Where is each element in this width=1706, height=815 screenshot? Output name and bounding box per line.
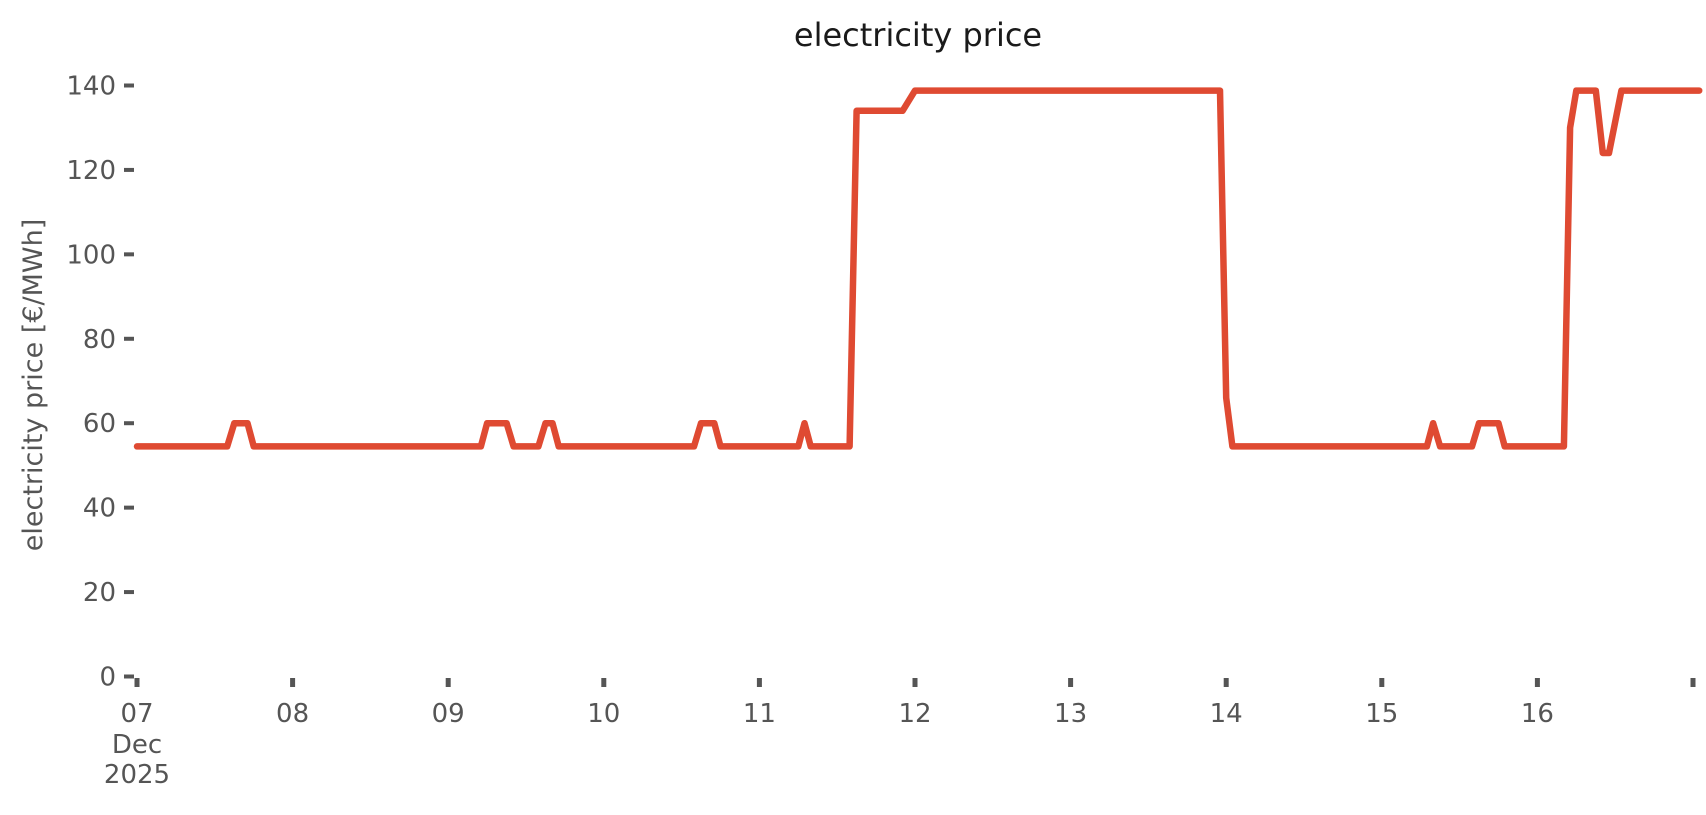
x-tick-label: 09 <box>432 699 465 729</box>
x-tick-label: 07 <box>120 699 153 729</box>
x-tick-label: 10 <box>587 699 620 729</box>
chart-title: electricity price <box>794 16 1042 54</box>
y-tick-label: 120 <box>66 156 116 186</box>
y-tick-label: 100 <box>66 240 116 270</box>
y-tick-label: 60 <box>83 409 116 439</box>
y-axis-label: electricity price [€/MWh] <box>18 219 49 551</box>
y-tick-label: 80 <box>83 325 116 355</box>
price-line-series <box>133 87 1703 450</box>
x-tick-label: 15 <box>1365 699 1398 729</box>
x-tick-label: 11 <box>743 699 776 729</box>
y-tick-label: 20 <box>83 578 116 608</box>
x-tick-label: 13 <box>1054 699 1087 729</box>
x-tick-year-label: 2025 <box>104 760 170 790</box>
y-axis-ticks: 0 20 40 60 80 100 120 140 <box>66 71 134 693</box>
y-tick-label: 0 <box>99 663 116 693</box>
y-tick-label: 140 <box>66 71 116 101</box>
y-tick-label: 40 <box>83 494 116 524</box>
x-tick-label: 08 <box>276 699 309 729</box>
x-tick-label: 16 <box>1521 699 1554 729</box>
x-tick-label: 14 <box>1210 699 1243 729</box>
x-tick-month-label: Dec <box>112 730 162 760</box>
x-tick-label: 12 <box>898 699 931 729</box>
